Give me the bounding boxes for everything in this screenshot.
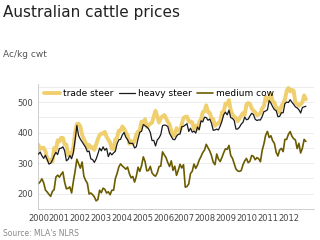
trade steer (51, 160, 54, 163)
medium cow (132, 181, 136, 184)
Line: trade steer: trade steer (38, 88, 306, 162)
trade steer (267, 100, 271, 103)
Line: heavy steer: heavy steer (38, 100, 306, 164)
medium cow (131, 175, 135, 178)
medium cow (257, 157, 260, 160)
trade steer (257, 113, 260, 116)
heavy steer (132, 147, 136, 150)
heavy steer (288, 98, 292, 101)
medium cow (208, 150, 212, 152)
medium cow (304, 140, 308, 143)
Text: Ac/kg cwt: Ac/kg cwt (3, 50, 47, 59)
heavy steer (237, 126, 241, 129)
heavy steer (47, 163, 51, 166)
trade steer (132, 140, 136, 143)
medium cow (36, 182, 40, 185)
trade steer (304, 98, 308, 101)
heavy steer (257, 118, 260, 121)
heavy steer (267, 99, 271, 102)
heavy steer (208, 118, 212, 120)
trade steer (286, 87, 290, 90)
heavy steer (304, 105, 308, 108)
heavy steer (131, 142, 135, 145)
trade steer (131, 142, 135, 145)
Legend: trade steer, heavy steer, medium cow: trade steer, heavy steer, medium cow (40, 86, 277, 102)
medium cow (237, 170, 241, 173)
medium cow (266, 130, 269, 133)
heavy steer (36, 153, 40, 156)
Text: Australian cattle prices: Australian cattle prices (3, 5, 180, 20)
medium cow (269, 134, 273, 137)
medium cow (94, 199, 98, 202)
trade steer (208, 111, 212, 114)
Line: medium cow: medium cow (38, 132, 306, 201)
trade steer (36, 144, 40, 146)
Text: Source: MLA's NLRS: Source: MLA's NLRS (3, 228, 79, 238)
trade steer (237, 117, 241, 120)
